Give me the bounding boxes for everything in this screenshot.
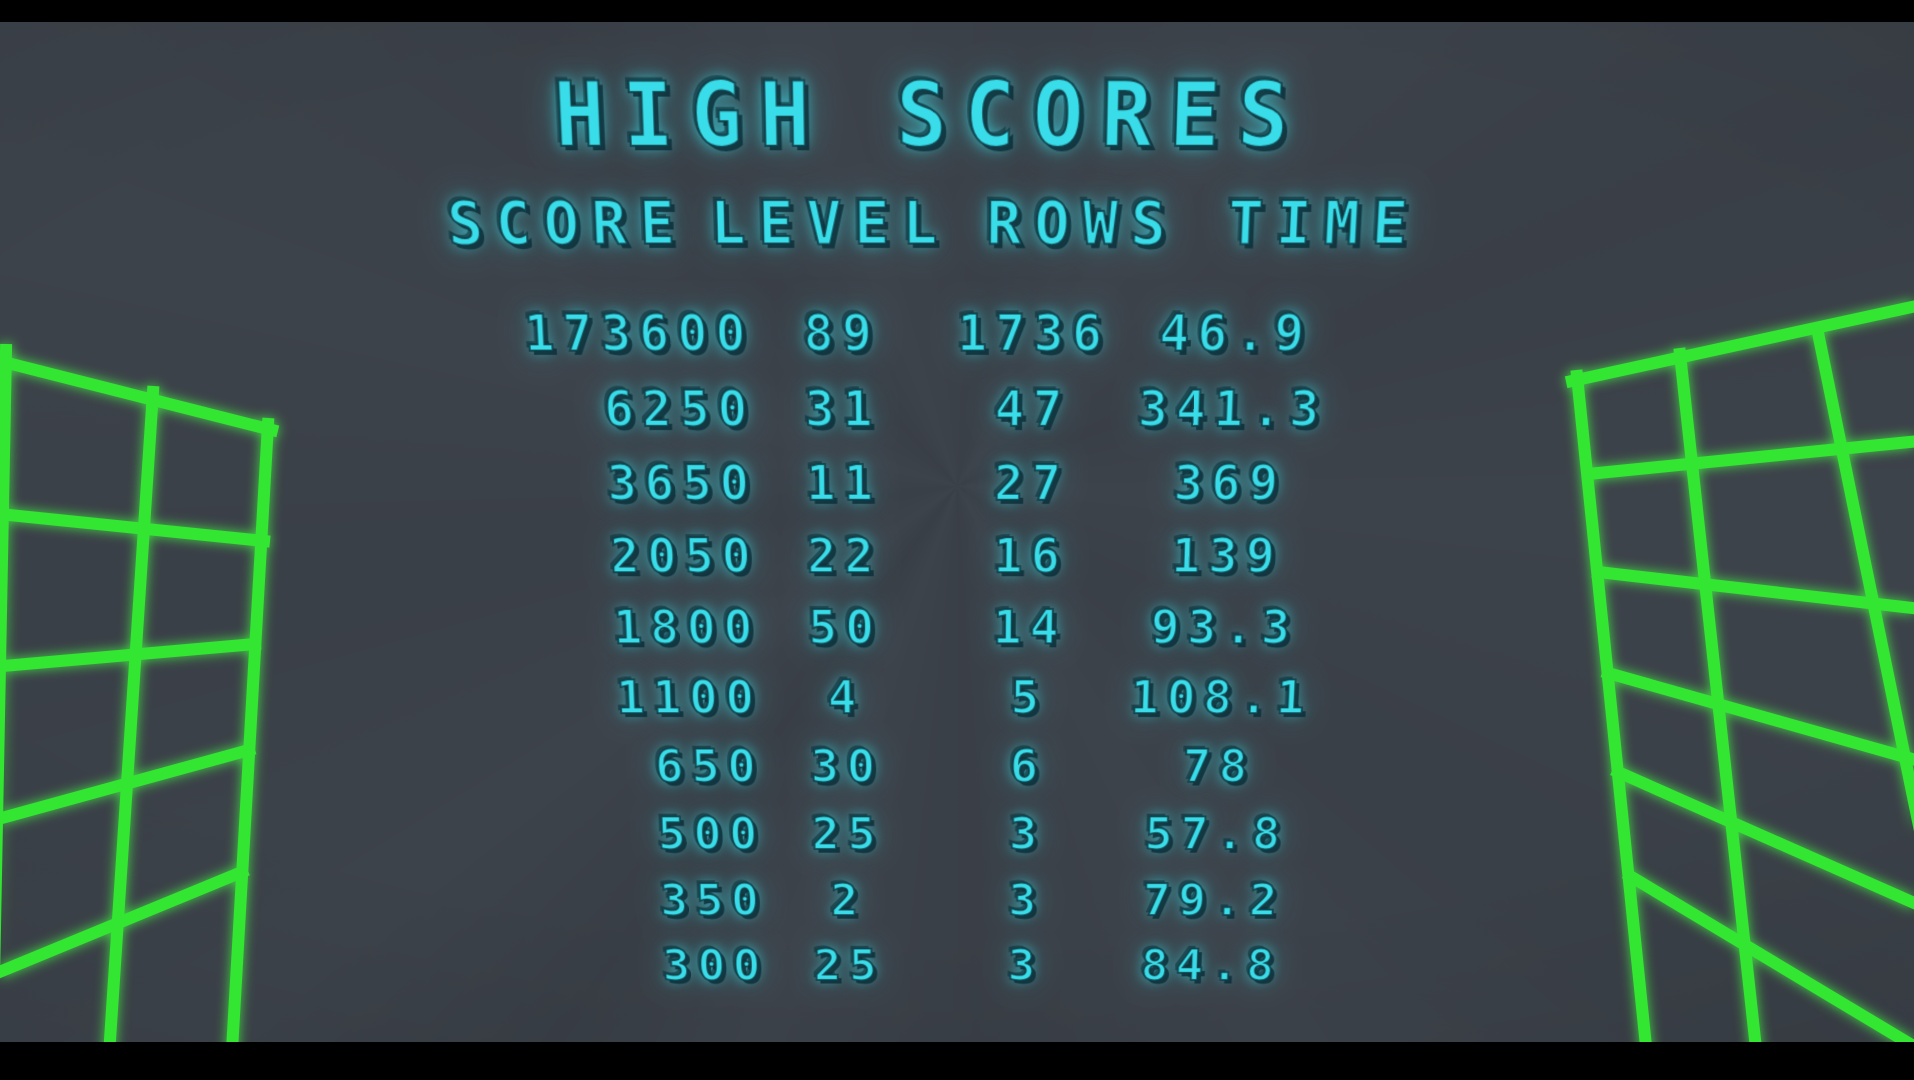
score-cell: 2050 [608,527,760,585]
score-row: 3650 11 27 369 [440,447,1420,520]
rows-cell: 6 [1009,739,1048,794]
score-row: 2050 22 16 139 [444,520,1415,592]
score-row: 1800 50 14 93.3 [449,592,1411,663]
score-cell: 350 [658,874,768,927]
time-cell: 78 [1181,739,1257,794]
score-row: 1100 4 5 108.1 [453,663,1406,732]
score-cell: 3650 [605,454,759,513]
rows-cell: 3 [1008,807,1046,861]
time-cell: 93.3 [1149,599,1300,656]
rows-cell: 16 [992,527,1069,585]
right-wall-lines [1564,300,1914,1080]
score-table-header: SCORE LEVEL ROWS TIME [424,187,1437,260]
left-wall-lines [0,343,280,1080]
rows-cell: 5 [1009,670,1048,726]
time-cell: 108.1 [1129,670,1315,726]
score-cell: 173600 [522,303,756,364]
column-header-score: SCORE [444,187,689,260]
rows-cell: 3 [1007,874,1045,927]
rows-cell: 3 [1006,939,1044,991]
level-cell: 89 [802,303,881,364]
score-table-body: 173600 89 1736 46.9 6250 31 47 341.3 365… [430,295,1430,997]
level-cell: 22 [806,527,883,585]
level-cell: 11 [805,454,883,513]
letterbox-top [0,0,1914,22]
high-score-board: HIGH SCORES SCORE LEVEL ROWS TIME 173600… [416,62,1444,998]
column-header-rows: ROWS [985,187,1181,260]
level-cell: 4 [826,670,865,726]
time-cell: 46.9 [1157,303,1314,364]
level-cell: 31 [803,379,881,439]
time-cell: 139 [1169,527,1285,585]
score-row: 6250 31 47 341.3 [435,372,1425,447]
score-cell: 650 [653,739,765,794]
time-cell: 369 [1172,454,1289,513]
score-cell: 500 [656,807,767,861]
score-cell: 1100 [614,670,764,726]
score-row: 173600 89 1736 46.9 [430,295,1430,371]
level-cell: 25 [810,807,884,861]
time-cell: 57.8 [1143,807,1290,861]
level-cell: 50 [807,599,883,656]
time-cell: 79.2 [1141,874,1287,927]
level-cell: 25 [812,939,885,991]
rows-cell: 27 [993,454,1071,513]
letterbox-bottom [0,1042,1914,1080]
score-row: 350 2 3 79.2 [466,867,1393,933]
score-cell: 300 [661,939,770,991]
score-cell: 6250 [602,379,757,439]
level-cell: 2 [829,874,867,927]
score-row: 300 25 3 84.8 [471,933,1390,998]
score-row: 500 25 3 57.8 [462,801,1398,868]
rows-cell: 1736 [956,303,1112,364]
score-cell: 1800 [611,599,762,656]
rows-cell: 47 [994,379,1073,439]
column-header-time: TIME [1226,187,1424,260]
level-cell: 30 [809,739,884,794]
rows-cell: 14 [992,599,1068,656]
score-row: 650 30 6 78 [458,732,1402,800]
time-cell: 341.3 [1136,379,1330,439]
time-cell: 84.8 [1139,939,1284,991]
column-header-level: LEVEL [708,187,951,260]
page-title: HIGH SCORES [551,62,1310,168]
